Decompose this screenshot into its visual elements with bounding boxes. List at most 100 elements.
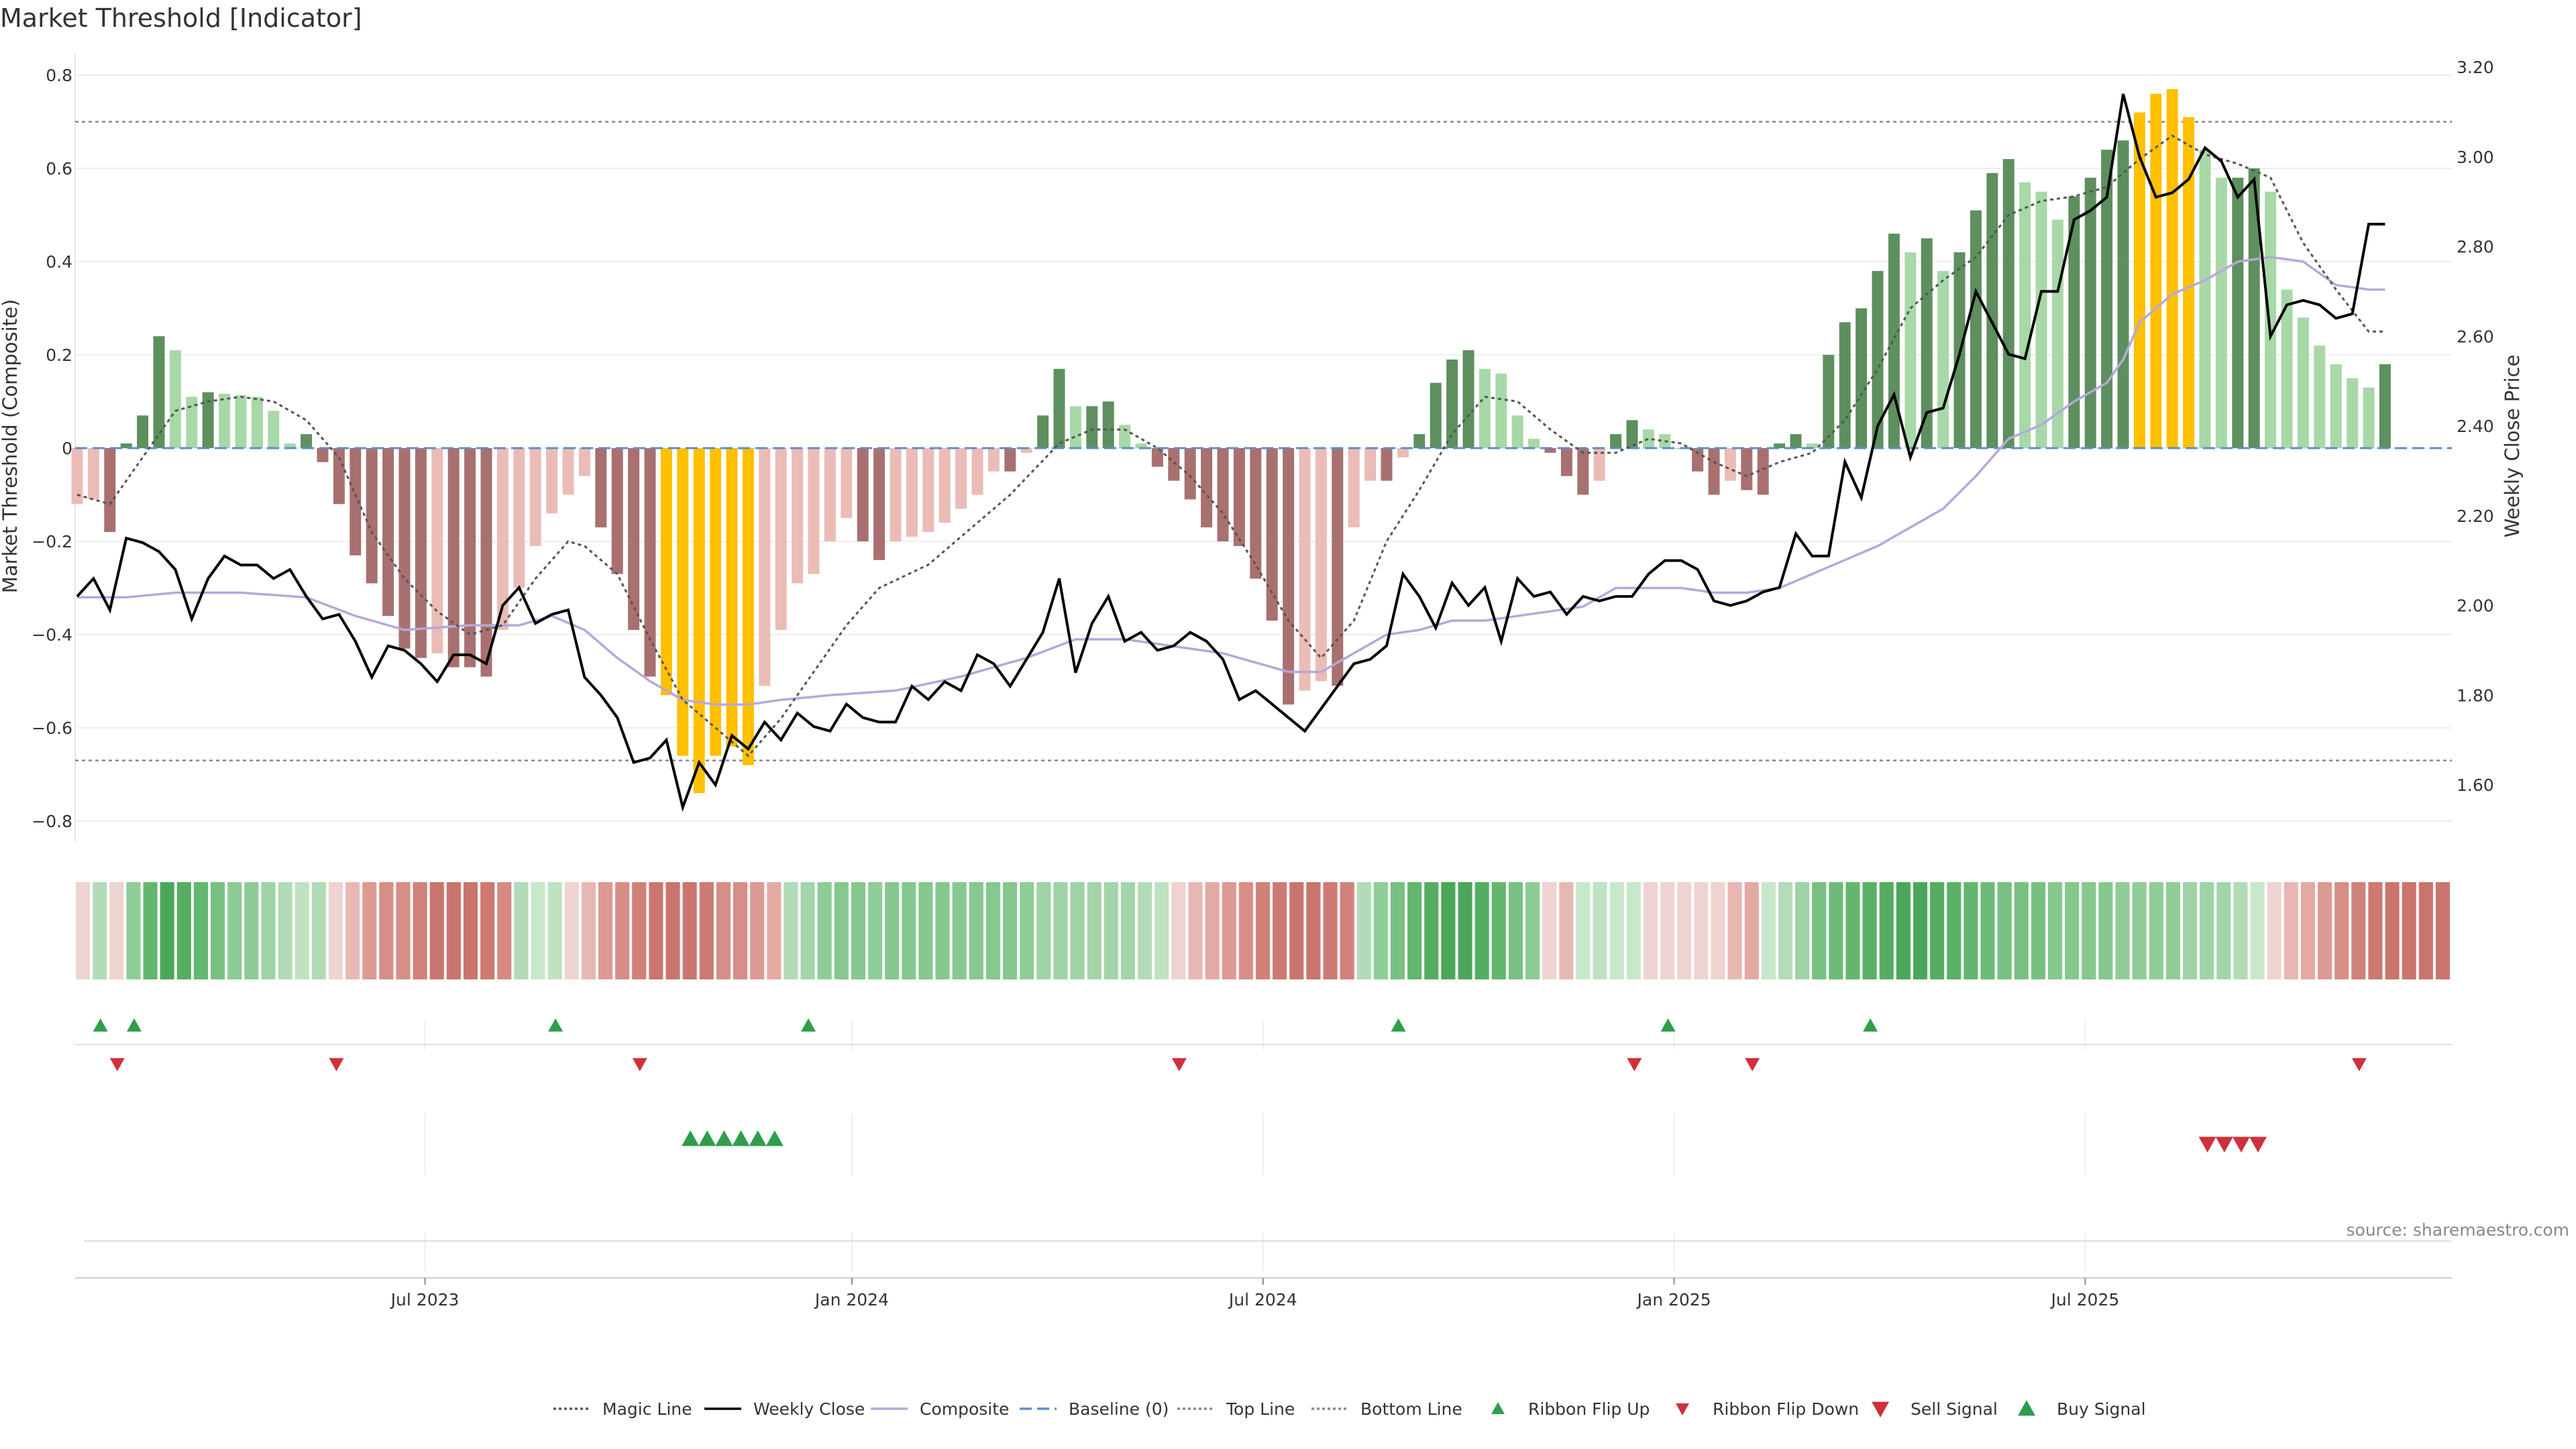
composite-bars (71, 89, 2391, 794)
ribbon-cell (800, 882, 815, 979)
ribbon-cell (1997, 882, 2012, 979)
composite-bar (1741, 448, 1753, 490)
ribbon-flip-up-marker (1391, 1018, 1406, 1032)
composite-bar (1806, 443, 1818, 448)
composite-bar (431, 448, 443, 653)
composite-bar (1544, 448, 1556, 453)
composite-bar (2117, 140, 2129, 449)
chart-title: Market Threshold [Indicator] (0, 3, 362, 33)
composite-bar (71, 448, 83, 504)
left-tick-label: 0.4 (46, 252, 72, 272)
legend-swatch (2018, 1400, 2035, 1416)
right-tick-label: 2.60 (2457, 327, 2494, 346)
composite-bar (251, 396, 263, 448)
ribbon-cell (1020, 882, 1034, 979)
sell-signal-marker (2198, 1136, 2216, 1152)
composite-bar (2363, 387, 2375, 448)
composite-bar (562, 448, 574, 495)
ribbon-cell (244, 882, 259, 979)
ribbon-cell (278, 882, 292, 979)
ribbon-cell (227, 882, 242, 979)
ribbon-cell (1508, 882, 1523, 979)
composite-bar (2084, 177, 2096, 448)
ribbon-cell (2418, 882, 2433, 979)
ribbon-cell (193, 882, 209, 979)
ribbon-cell (1255, 882, 1271, 979)
composite-bar (382, 448, 394, 616)
composite-bar (1856, 308, 1868, 448)
buy-signal-marker (715, 1130, 733, 1146)
composite-bar (1086, 406, 1098, 448)
ribbon-cell (952, 882, 967, 979)
ribbon-cell (1660, 882, 1675, 979)
composite-bar (710, 448, 722, 756)
ribbon-cell (1053, 882, 1068, 979)
ribbon-cell (1138, 882, 1152, 979)
ribbon-cell (649, 882, 663, 979)
composite-bar (464, 448, 476, 667)
composite-bar (759, 448, 771, 686)
ribbon-cell (1913, 882, 1928, 979)
composite-bar (1724, 448, 1736, 481)
ribbon-cell (176, 882, 191, 979)
composite-bar (841, 448, 853, 519)
ribbon-cell (1289, 882, 1304, 979)
composite-bar (235, 395, 247, 448)
composite-bar (2215, 177, 2227, 448)
ribbon-cell (784, 882, 798, 979)
ribbon-cell (1070, 882, 1085, 979)
legend-label: Weekly Close (753, 1399, 865, 1419)
composite-bar (660, 448, 672, 696)
ribbon-cell (497, 882, 512, 979)
x-axis: Jul 2023 Jan 2024 Jul 2024 Jan 2025 Jul 2025 (75, 1277, 2452, 1309)
ribbon-cell (682, 882, 697, 979)
ribbon-cell (1323, 882, 1338, 979)
legend: Magic Line Weekly Close Composite Baseline … (553, 1399, 2146, 1419)
composite-bar (1283, 448, 1295, 705)
ribbon-cell (1491, 882, 1506, 979)
composite-bar (1332, 448, 1344, 686)
composite-bar (824, 448, 836, 541)
ribbon-cell (446, 882, 461, 979)
composite-bar (2314, 345, 2326, 448)
composite-bar (1446, 359, 1458, 448)
composite-bar (1184, 448, 1196, 500)
ribbon-cell (2047, 882, 2063, 979)
ribbon-cell (1356, 882, 1371, 979)
ribbon-cell (1879, 882, 1894, 979)
legend-label: Baseline (0) (1069, 1399, 1169, 1419)
ribbon-flip-up-marker (126, 1018, 142, 1032)
ribbon-strip (76, 882, 2450, 979)
ribbon-cell (76, 882, 91, 979)
ribbon-cell (1727, 882, 1742, 979)
ribbon-cell (665, 882, 680, 979)
right-tick-label: 2.20 (2457, 506, 2494, 526)
composite-bar (2133, 112, 2145, 448)
ribbon-cell (2351, 882, 2366, 979)
ribbon-cell (1188, 882, 1203, 979)
ribbon-cell (1930, 882, 1945, 979)
composite-bar (1201, 448, 1213, 528)
ribbon-cell (261, 882, 276, 979)
ribbon-cell (1458, 882, 1472, 979)
composite-bar (1560, 448, 1572, 476)
ribbon-cell (1104, 882, 1118, 979)
composite-bar (906, 448, 918, 537)
composite-bar (742, 448, 754, 765)
ribbon-cell (699, 882, 714, 979)
composite-bar (2281, 289, 2293, 448)
ribbon-cell (294, 882, 309, 979)
left-tick-label: −0.8 (32, 812, 72, 831)
composite-bar (186, 396, 198, 448)
ribbon-cell (817, 882, 832, 979)
legend-label: Sell Signal (1911, 1399, 1998, 1419)
ribbon-cell (1559, 882, 1574, 979)
right-axis-label: Weekly Close Price (2501, 355, 2524, 538)
ribbon-cell (514, 882, 529, 979)
ribbon-cell (902, 882, 916, 979)
composite-bar (1020, 448, 1032, 453)
composite-bar (792, 448, 804, 584)
ribbon-cell (2200, 882, 2214, 979)
legend-swatch (1676, 1403, 1689, 1415)
weekly-close-line (76, 93, 2385, 812)
